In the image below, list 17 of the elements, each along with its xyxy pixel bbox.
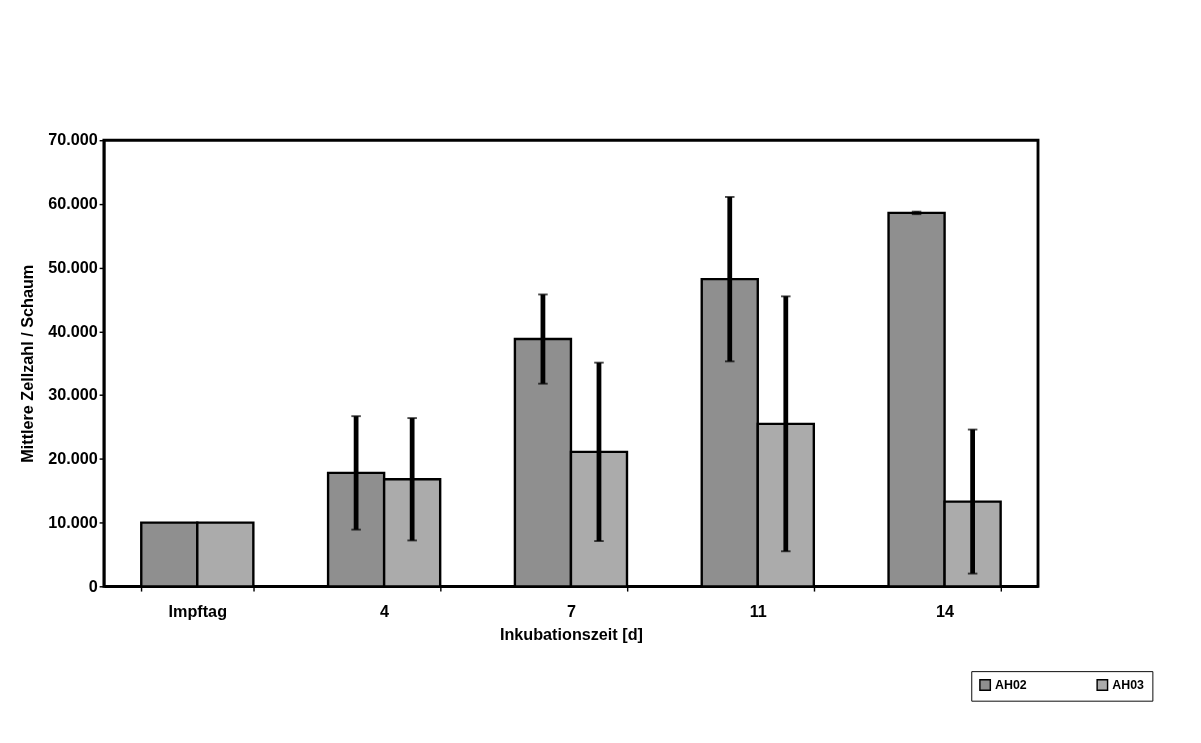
legend-label: AH02 (995, 677, 1027, 692)
y-tick-label: 10.000 (48, 512, 98, 531)
y-axis-title: Mittlere Zellzahl / Schaum (17, 264, 36, 463)
x-axis-title: Inkubationszeit [d] (499, 625, 643, 644)
legend-label: AH03 (1112, 677, 1145, 692)
x-tick-label: 14 (936, 602, 955, 621)
y-tick-label: 50.000 (48, 257, 98, 276)
y-tick-label: 0 (88, 576, 98, 595)
x-tick-label: Impftag (168, 602, 228, 621)
y-tick-label: 20.000 (48, 449, 98, 468)
y-tick-label: 60.000 (48, 194, 98, 213)
x-tick-label: 11 (749, 602, 767, 621)
y-tick-label: 30.000 (48, 385, 98, 404)
x-tick-label: 7 (566, 602, 576, 621)
x-tick-label: 4 (380, 602, 390, 621)
y-tick-label: 70.000 (48, 130, 98, 149)
y-tick-label: 40.000 (48, 321, 98, 340)
